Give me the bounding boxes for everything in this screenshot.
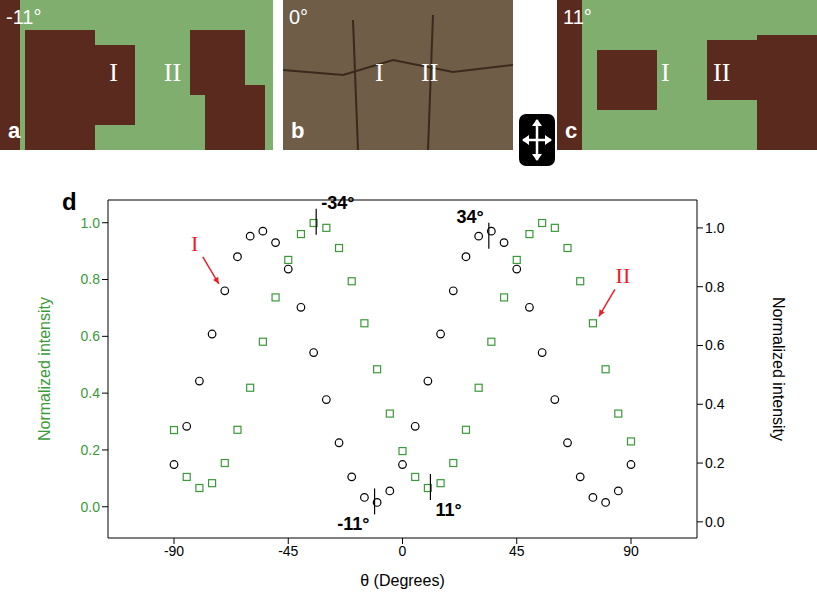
html-text:-11°: -11°	[6, 6, 42, 28]
svg-text:-45: -45	[278, 543, 298, 559]
html-text:I: I	[109, 58, 118, 87]
svg-text:0.0: 0.0	[81, 499, 101, 515]
svg-text:I: I	[191, 231, 198, 256]
svg-text:II: II	[616, 263, 631, 288]
html-text:b: b	[291, 118, 305, 143]
html-text:0°: 0°	[289, 6, 309, 28]
svg-text:Normalized intensity: Normalized intensity	[770, 297, 787, 441]
svg-text:1.0: 1.0	[81, 215, 101, 231]
html-text:II: II	[163, 58, 182, 87]
svg-text:θ (Degrees): θ (Degrees)	[360, 572, 444, 589]
html-text:d: d	[62, 188, 77, 215]
html-text:I: I	[661, 58, 670, 87]
html-text:II: II	[421, 58, 439, 87]
html-text:I: I	[375, 58, 384, 87]
svg-text:34°: 34°	[457, 207, 484, 227]
html-text:c: c	[565, 118, 578, 143]
svg-text:45: 45	[509, 543, 525, 559]
svg-text:11°: 11°	[435, 500, 461, 520]
svg-text:0.6: 0.6	[705, 337, 725, 353]
svg-text:0.4: 0.4	[81, 385, 101, 401]
svg-text:90: 90	[623, 543, 639, 559]
svg-text:1.0: 1.0	[705, 220, 725, 236]
svg-text:Normalized intensity: Normalized intensity	[36, 297, 53, 441]
svg-text:0.8: 0.8	[81, 271, 101, 287]
svg-text:0: 0	[399, 543, 407, 559]
html-text:a: a	[8, 118, 21, 143]
html-text:II: II	[713, 58, 731, 87]
svg-text:0.2: 0.2	[705, 455, 725, 471]
html-text:11°: 11°	[563, 6, 592, 28]
svg-text:-34°: -34°	[321, 193, 354, 213]
svg-text:-11°: -11°	[337, 514, 369, 534]
svg-text:0.8: 0.8	[705, 279, 725, 295]
svg-text:0.6: 0.6	[81, 328, 101, 344]
svg-text:0.0: 0.0	[705, 514, 725, 530]
svg-text:-90: -90	[164, 543, 184, 559]
svg-text:0.2: 0.2	[81, 442, 101, 458]
svg-text:0.4: 0.4	[705, 396, 725, 412]
